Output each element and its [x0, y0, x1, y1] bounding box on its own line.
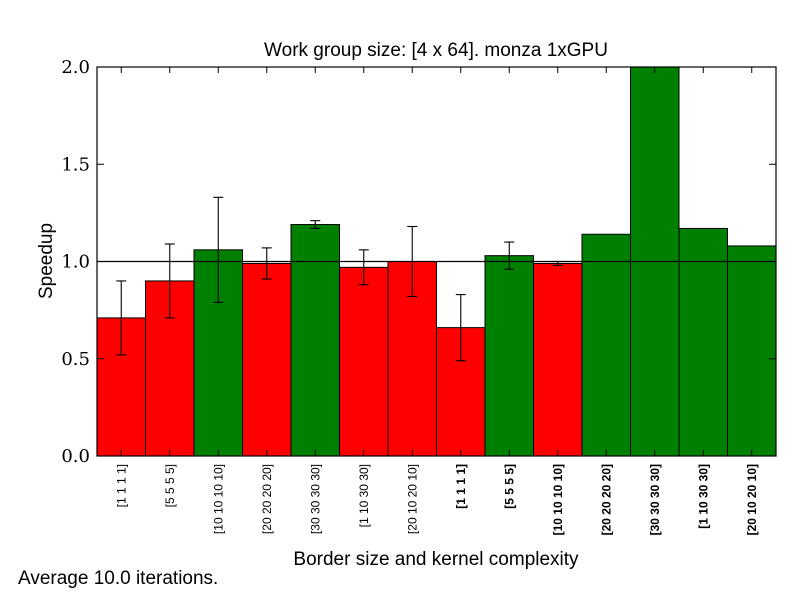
x-tick-label: [10 10 10 10]	[211, 464, 225, 534]
bar	[242, 262, 292, 457]
error-bar	[213, 196, 224, 303]
y-tick-label: 0.5	[61, 349, 90, 370]
error-bar	[116, 280, 127, 356]
x-tick-label: [1 10 30 30]	[357, 464, 371, 527]
bar	[678, 227, 728, 457]
x-tick-label: [1 10 30 30]	[696, 464, 710, 529]
x-tick-label: [30 30 30 30]	[308, 464, 322, 534]
y-axis-label: Speedup	[36, 223, 57, 299]
error-bar	[455, 294, 466, 362]
x-tick-label: [20 10 20 10]	[745, 464, 759, 535]
bars	[96, 66, 777, 457]
x-tick-label: [1 1 1 1]	[114, 464, 128, 507]
footnote: Average 10.0 iterations.	[18, 568, 219, 589]
x-tick-label: [30 30 30 30]	[648, 464, 662, 535]
x-tick-label: [20 20 20 20]	[599, 464, 613, 535]
x-tick-label: [20 20 20 20]	[260, 464, 274, 534]
x-tick-label: [5 5 5 5]	[502, 464, 516, 509]
y-axis-ticks: 0.0 0.5 1.0 1.5 2.0	[61, 57, 776, 467]
bar	[533, 262, 583, 457]
bar	[581, 233, 631, 457]
error-bar	[164, 243, 175, 319]
x-axis-ticks: [1 1 1 1] [5 5 5 5] [10 10 10 10] [20 20 20…	[114, 67, 759, 535]
y-tick-label: 2.0	[61, 57, 90, 78]
error-bar	[261, 247, 272, 280]
bar	[339, 266, 389, 457]
chart-title: Work group size: [4 x 64]. monza 1xGPU	[264, 40, 608, 61]
error-bar	[358, 249, 369, 286]
x-axis-label: Border size and kernel complexity	[293, 549, 579, 570]
y-tick-label: 1.5	[61, 154, 90, 175]
bar	[484, 255, 534, 457]
x-tick-label: [5 5 5 5]	[163, 464, 177, 507]
x-tick-label: [10 10 10 10]	[551, 464, 565, 535]
error-bar	[310, 220, 321, 229]
bar	[727, 245, 777, 457]
x-tick-label: [20 10 20 10]	[405, 464, 419, 534]
y-tick-label: 1.0	[61, 252, 90, 273]
y-tick-label: 0.0	[61, 446, 90, 467]
error-bar	[504, 241, 515, 270]
x-tick-label: [1 1 1 1]	[454, 464, 468, 509]
bar	[290, 224, 340, 457]
